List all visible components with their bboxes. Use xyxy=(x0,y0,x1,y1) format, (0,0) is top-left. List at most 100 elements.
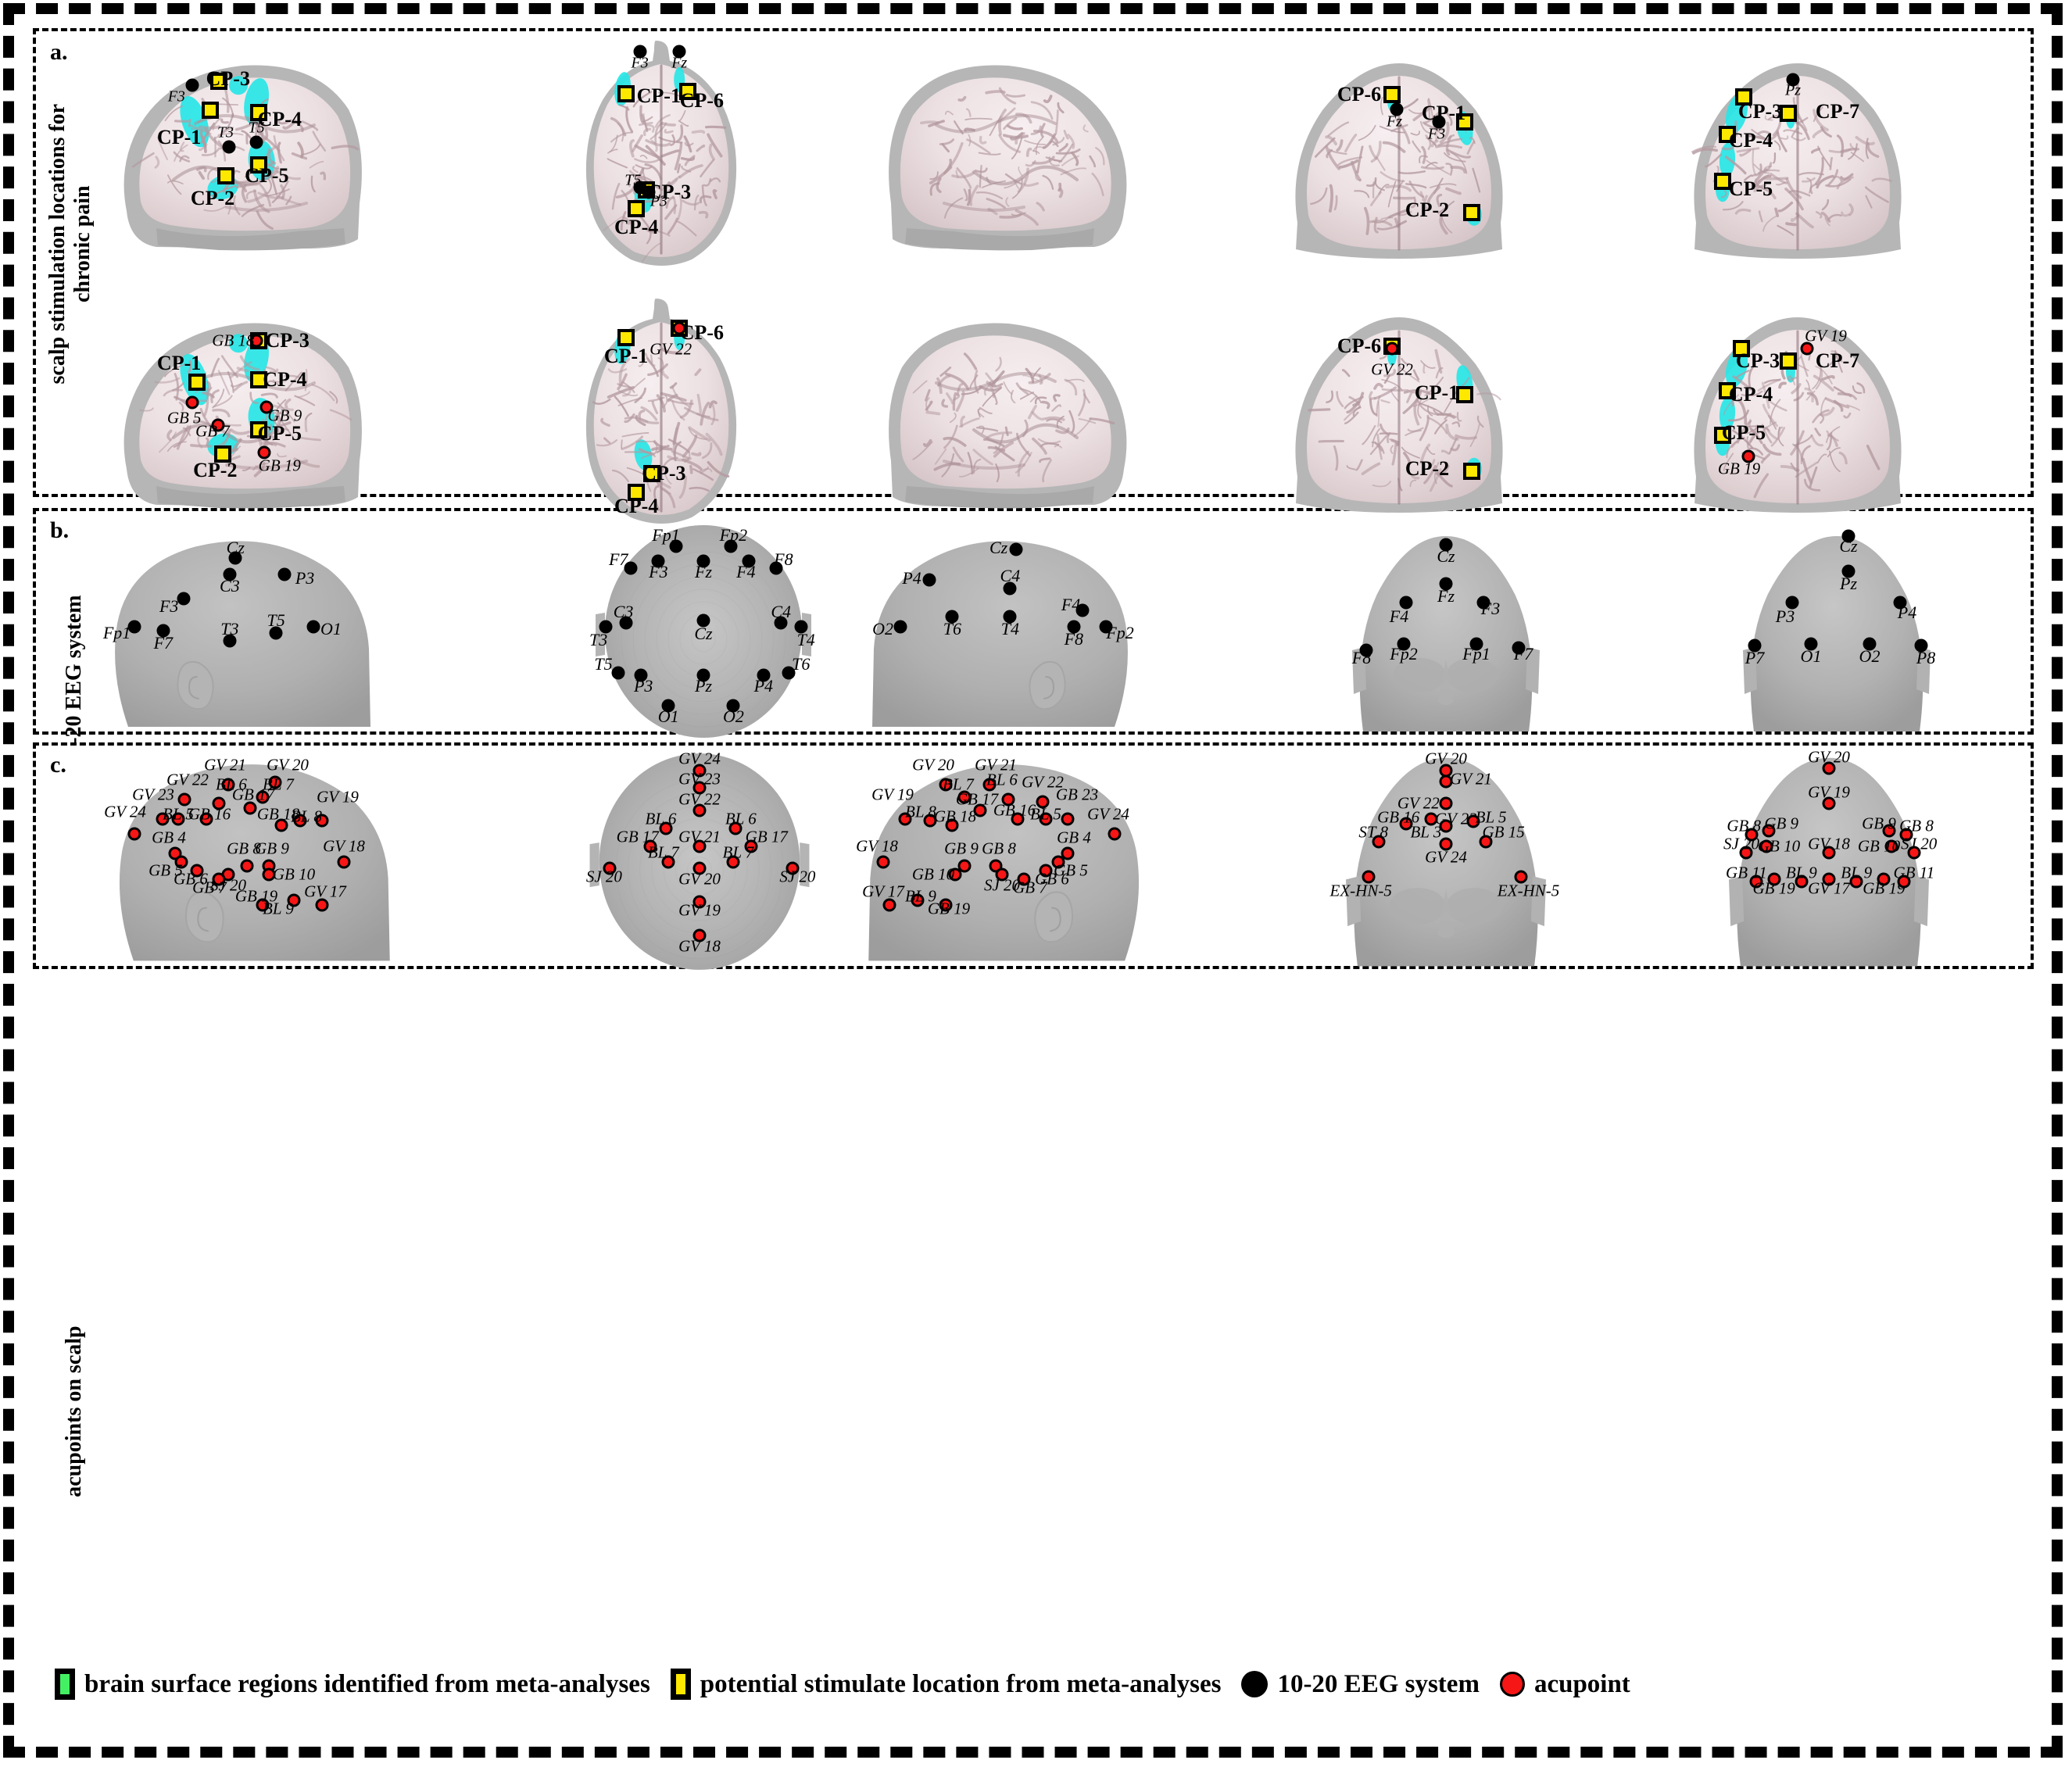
brain-render-a1-front: CP-6 CP-1 CP-2 Fz F3 xyxy=(1282,59,1516,270)
eeg-electrode-label: T3 xyxy=(220,618,239,638)
acupoint-marker xyxy=(127,827,141,841)
acupoint-label: GB 7 xyxy=(195,421,230,441)
head-render-b-front: Cz Fz F4 F3 F8 Fp2 Fp1 F7 xyxy=(1329,530,1563,737)
eeg-electrode-marker xyxy=(1099,620,1112,634)
acupoint-label: SJ 20 xyxy=(1723,834,1760,853)
acupoint-marker xyxy=(1466,814,1480,828)
acupoint-marker xyxy=(1108,827,1122,841)
acupoint-marker xyxy=(982,778,997,791)
acupoint-label: BL 9 xyxy=(1841,863,1873,882)
acupoint-marker xyxy=(1767,872,1781,886)
acupoint-label: GB 16 xyxy=(188,804,231,824)
acupoint-label: GB 4 xyxy=(152,828,186,847)
acupoint-marker xyxy=(1362,870,1376,884)
panel-a-caption: scalp stimulation locations for chronic … xyxy=(45,103,95,385)
eeg-electrode-marker xyxy=(1390,102,1404,116)
acupoint-label: GB 5 xyxy=(149,860,183,879)
acupoint-marker xyxy=(1877,872,1891,886)
acupoint-marker xyxy=(726,855,740,868)
acupoint-label: GV 19 xyxy=(871,785,914,804)
eeg-electrode-label: Fz xyxy=(1437,585,1455,606)
legend-item-acupoint: acupoint xyxy=(1499,1669,1630,1699)
eeg-electrode-marker xyxy=(611,666,625,680)
acupoint-marker xyxy=(692,764,707,778)
acupoint-label: GB 6 xyxy=(1035,869,1069,888)
acupoint-marker xyxy=(1399,817,1413,831)
head-render-b-left: Cz C3 P3 F3 T5 O1 Fp1 T3 F7 xyxy=(94,531,383,735)
eeg-electrode-marker xyxy=(1075,603,1090,617)
acupoint-label: BL 7 xyxy=(943,774,974,793)
eeg-electrode-label: T4 xyxy=(796,630,815,650)
eeg-electrode-marker xyxy=(1786,73,1800,87)
acupoint-label: GV 17 xyxy=(1808,878,1850,898)
acupoint-marker xyxy=(212,872,226,885)
acupoint-marker xyxy=(1439,796,1453,810)
brain-render-a1-top: CP-1 CP-6 CP-3 CP-4 F3 Fz T5 P3 xyxy=(574,38,746,272)
stimulation-marker xyxy=(679,83,697,100)
eeg-electrode-label: Fp1 xyxy=(1462,644,1490,664)
acupoint-label: EX-HN-5 xyxy=(1329,881,1392,900)
legend-label-acupoint: acupoint xyxy=(1533,1669,1630,1698)
eeg-electrode-label: Fz xyxy=(1387,113,1402,131)
stimulation-marker xyxy=(250,420,268,438)
eeg-electrode-marker xyxy=(794,620,808,634)
acupoint-label: GV 17 xyxy=(304,882,346,901)
eeg-electrode-marker xyxy=(1397,637,1411,651)
acupoint-marker xyxy=(1759,839,1773,853)
eeg-electrode-label: P3 xyxy=(650,192,667,210)
eeg-electrode-marker xyxy=(642,185,656,199)
head-render-c-top: GV 24 GV 23 GV 22 BL 6 BL 6 GB 17 GV 21 GB 17 BL… xyxy=(571,749,828,973)
acupoint-label: GV 24 xyxy=(1425,847,1467,867)
acupoint-label: GB 19 xyxy=(258,456,301,475)
acupoint-marker xyxy=(692,803,707,817)
acupoint-label: BL 7 xyxy=(722,842,754,862)
eeg-electrode-marker xyxy=(782,666,796,680)
acupoint-marker xyxy=(939,778,953,791)
acupoint-marker xyxy=(1882,824,1896,838)
acupoint-marker xyxy=(1822,761,1836,775)
eeg-electrode-marker xyxy=(1067,620,1081,634)
acupoint-marker xyxy=(1822,846,1836,860)
stimulation-marker xyxy=(1463,204,1480,222)
eeg-electrode-marker xyxy=(893,620,907,634)
eeg-electrode-marker xyxy=(1785,596,1799,610)
acupoint-marker xyxy=(1385,342,1399,356)
red-dot-icon xyxy=(1499,1672,1525,1697)
eeg-electrode-marker xyxy=(156,624,170,638)
eeg-electrode-marker xyxy=(306,620,320,634)
stimulation-marker xyxy=(250,156,268,173)
acupoint-marker xyxy=(1001,792,1015,807)
acupoint-marker xyxy=(945,818,959,832)
brain-render-a2-top: CP-6 CP-1 CP-3 CP-4 GV 22 xyxy=(574,295,746,530)
acupoint-label: BL 6 xyxy=(725,809,757,828)
acupoint-marker xyxy=(185,395,199,410)
eeg-electrode-label: F7 xyxy=(1513,644,1533,664)
brain-render-a1-left: CP-3 CP-1 CP-4 CP-2 CP-5 F3 T3 T5 xyxy=(109,47,367,274)
acupoint-label: GV 22 xyxy=(1397,793,1440,813)
cp-label: CP-7 xyxy=(1815,349,1860,373)
acupoint-label: GB 9 xyxy=(1764,814,1799,833)
acupoint-marker xyxy=(249,334,263,348)
eeg-electrode-label: Cz xyxy=(694,623,713,643)
acupoint-marker xyxy=(1795,875,1809,889)
eeg-electrode-label: T5 xyxy=(248,119,265,137)
acupoint-marker xyxy=(1514,870,1528,884)
acupoint-marker xyxy=(957,790,972,804)
head-render-b-back: Cz Pz P3 P4 P7 O1 O2 P8 xyxy=(1720,529,1954,737)
acupoint-label: GB 16 xyxy=(993,800,1036,819)
acupoint-label: GB 18 xyxy=(933,807,977,826)
head-render-c-front: GV 20 GV 21 GV 22 GB 16 GV 23 BL 5 ST 8 BL 3 GB … xyxy=(1321,749,1571,973)
yellow-square-icon xyxy=(670,1669,691,1700)
acupoint-marker xyxy=(1439,819,1453,833)
eeg-electrode-marker xyxy=(1512,641,1526,655)
acupoint-label: BL 5 xyxy=(163,804,194,824)
head-render-b-right: Cz C4 P4 F4 O2 T6 T4 F8 Fp2 xyxy=(860,531,1149,735)
acupoint-label: GB 23 xyxy=(1055,785,1099,804)
acupoint-label: SJ 20 xyxy=(1901,834,1938,853)
stimulation-marker xyxy=(1463,462,1480,480)
acupoint-label: GB 10 xyxy=(272,864,316,884)
figure-legend: brain surface regions identified from me… xyxy=(55,1649,2017,1719)
brain-render-a2-right xyxy=(883,305,1141,531)
acupoint-label: BL 7 xyxy=(263,774,294,793)
eeg-electrode-marker xyxy=(634,668,648,682)
